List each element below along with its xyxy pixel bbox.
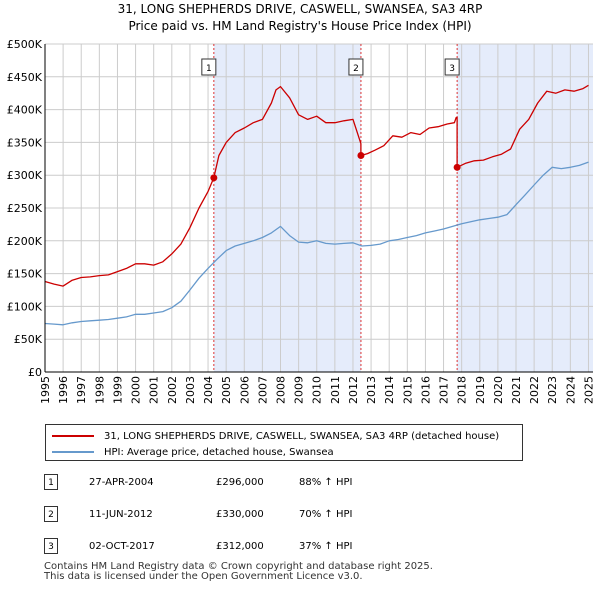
legend: 31, LONG SHEPHERDS DRIVE, CASWELL, SWANS…	[45, 424, 523, 461]
sale-number-badge: 1	[44, 474, 58, 490]
x-tick-label: 2019	[474, 376, 487, 404]
sale-date: 27-APR-2004	[89, 477, 154, 488]
x-tick-label: 2022	[528, 376, 541, 404]
y-tick-label: £200K	[7, 235, 43, 248]
x-tick-label: 2016	[419, 376, 432, 404]
legend-item-hpi: HPI: Average price, detached house, Swan…	[52, 444, 334, 460]
x-tick-label: 2003	[184, 376, 197, 404]
sale-date: 11-JUN-2012	[89, 509, 153, 520]
sale-point	[210, 174, 218, 182]
x-tick-label: 2021	[510, 376, 523, 404]
y-tick-label: £0	[28, 366, 42, 379]
y-tick-label: £150K	[7, 268, 43, 281]
sale-label-frame	[201, 58, 217, 76]
chart-subtitle: Price paid vs. HM Land Registry's House …	[128, 19, 472, 33]
sale-point	[453, 163, 461, 171]
footer-copyright: Contains HM Land Registry data © Crown c…	[44, 561, 433, 572]
x-tick-label: 2008	[275, 376, 288, 404]
x-tick-label: 1999	[111, 376, 124, 404]
sale-hpi-change: 88% ↑ HPI	[299, 477, 353, 488]
x-tick-label: 2011	[329, 376, 342, 404]
y-tick-label: £100K	[7, 300, 43, 313]
x-tick-label: 2010	[311, 376, 324, 404]
footer-licence: This data is licensed under the Open Gov…	[44, 571, 363, 582]
series-line-hpi	[44, 161, 589, 326]
sale-label-frame	[348, 58, 364, 76]
y-tick-label: £250K	[7, 202, 43, 215]
sale-label-frame	[444, 58, 460, 76]
sale-price: £296,000	[216, 477, 264, 488]
sale-label-number: 2	[353, 64, 359, 74]
sale-label-box: 2	[348, 58, 364, 76]
x-tick-label: 2013	[365, 376, 378, 404]
sale-number-badge: 3	[44, 538, 58, 554]
legend-label-property: 31, LONG SHEPHERDS DRIVE, CASWELL, SWANS…	[104, 430, 500, 442]
sale-hpi-change: 37% ↑ HPI	[299, 541, 353, 552]
x-tick-label: 2006	[238, 376, 251, 404]
legend-line-hpi	[52, 451, 94, 453]
sale-label-number: 3	[449, 64, 455, 74]
x-tick-label: 2024	[564, 376, 577, 404]
x-tick-label: 2025	[582, 376, 595, 404]
y-tick-label: £300K	[7, 169, 43, 182]
legend-item-property: 31, LONG SHEPHERDS DRIVE, CASWELL, SWANS…	[52, 428, 499, 444]
price-chart: 1 2 3 £0 £50K £100K £150K £200K £250K £300K £350K £…	[7, 38, 596, 404]
sale-label-box: 3	[444, 58, 460, 76]
series-line-property	[44, 84, 589, 287]
x-tick-label: 2017	[438, 376, 451, 404]
sale-number-badge: 2	[44, 506, 58, 522]
y-tick-label: £500K	[7, 38, 43, 51]
x-tick-label: 2014	[383, 376, 396, 404]
x-tick-label: 2007	[256, 376, 269, 404]
sale-row: 1 27-APR-2004 £296,000 88% ↑ HPI	[44, 474, 444, 492]
sale-price: £312,000	[216, 541, 264, 552]
legend-line-property	[52, 435, 94, 437]
sale-row: 2 11-JUN-2012 £330,000 70% ↑ HPI	[44, 506, 444, 524]
y-tick-label: £350K	[7, 136, 43, 149]
chart-title-address: 31, LONG SHEPHERDS DRIVE, CASWELL, SWANS…	[117, 2, 483, 16]
x-tick-label: 2020	[492, 376, 505, 404]
y-tick-label: £450K	[7, 71, 43, 84]
x-tick-label: 2018	[456, 376, 469, 404]
y-tick-label: £400K	[7, 104, 43, 117]
x-tick-label: 1996	[57, 376, 70, 404]
x-tick-label: 2015	[401, 376, 414, 404]
sale-point	[357, 152, 365, 160]
sale-row: 3 02-OCT-2017 £312,000 37% ↑ HPI	[44, 538, 444, 556]
x-tick-label: 1998	[93, 376, 106, 404]
sale-hpi-change: 70% ↑ HPI	[299, 509, 353, 520]
x-tick-label: 2009	[293, 376, 306, 404]
x-tick-label: 2012	[347, 376, 360, 404]
sale-label-number: 1	[206, 64, 212, 74]
y-tick-label: £50K	[14, 333, 43, 346]
x-tick-label: 1995	[39, 376, 52, 404]
sale-date: 02-OCT-2017	[89, 541, 155, 552]
x-tick-label: 2023	[546, 376, 559, 404]
legend-label-hpi: HPI: Average price, detached house, Swan…	[104, 446, 334, 458]
x-tick-label: 2005	[220, 376, 233, 404]
x-tick-label: 2000	[130, 376, 143, 404]
x-tick-label: 2004	[202, 376, 215, 404]
x-tick-label: 2002	[166, 376, 179, 404]
x-tick-label: 1997	[75, 376, 88, 404]
sale-label-box: 1	[201, 58, 217, 76]
x-tick-label: 2001	[148, 376, 161, 404]
sale-price: £330,000	[216, 509, 264, 520]
